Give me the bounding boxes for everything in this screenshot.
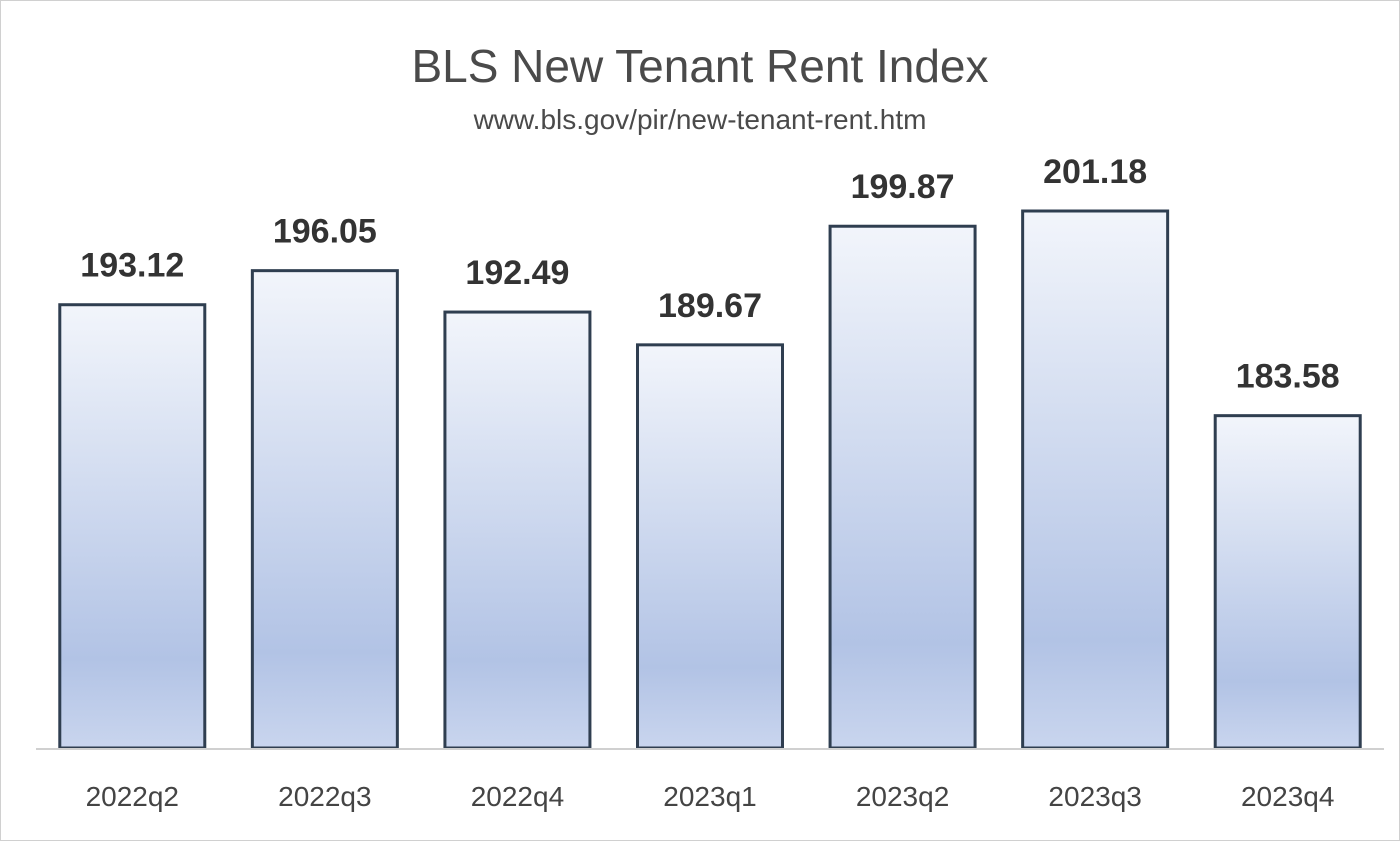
x-tick-label-2022q4: 2022q4	[471, 781, 564, 812]
bar-2023q3	[1021, 209, 1170, 750]
data-label-2022q2: 193.12	[80, 247, 184, 285]
data-label-2022q4: 192.49	[465, 254, 569, 292]
bar-2023q1	[636, 343, 784, 750]
bar-2022q3	[250, 269, 399, 750]
x-tick-label-2022q2: 2022q2	[86, 781, 179, 812]
x-tick-label-2023q2: 2023q2	[856, 781, 949, 812]
bar-2023q2	[828, 224, 977, 750]
x-tick-label-2023q3: 2023q3	[1048, 781, 1141, 812]
chart-subtitle: www.bls.gov/pir/new-tenant-rent.htm	[473, 104, 927, 135]
bar-2022q4	[443, 310, 592, 750]
x-tick-label-2023q1: 2023q1	[663, 781, 756, 812]
bar-2023q4	[1213, 414, 1362, 750]
data-label-2023q1: 189.67	[658, 287, 762, 325]
tick-labels-group: 2022q2 2022q3 2022q4 2023q1 2023q2 2023q3 2023…	[86, 781, 1335, 812]
data-label-2023q3: 201.18	[1043, 153, 1147, 191]
x-tick-label-2023q4: 2023q4	[1241, 781, 1334, 812]
data-label-2023q4: 183.58	[1236, 358, 1340, 396]
chart-title: BLS New Tenant Rent Index	[411, 40, 989, 92]
data-label-2022q3: 196.05	[273, 213, 377, 251]
x-tick-label-2022q3: 2022q3	[278, 781, 371, 812]
bar-2022q2	[58, 303, 207, 750]
bars-group: 193.12 196.05 192.49 189.67 199.87 201.18 183.…	[58, 153, 1362, 750]
data-label-2023q2: 199.87	[851, 168, 955, 206]
